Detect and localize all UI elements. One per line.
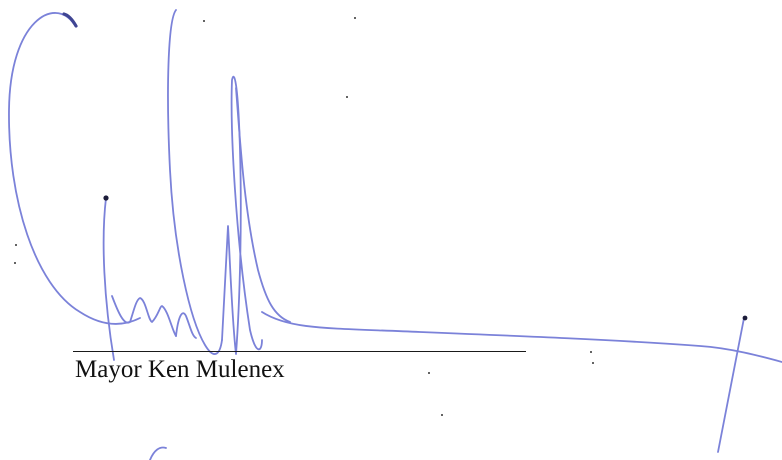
signature-stroke-blot — [62, 12, 78, 28]
scan-speck — [203, 20, 205, 22]
scan-speck — [590, 351, 592, 353]
signature-stroke-loop — [8, 12, 141, 325]
scan-speck — [346, 96, 348, 98]
scan-speck — [592, 362, 594, 364]
signature-stroke-flourish — [261, 311, 782, 363]
signature-stroke-n — [175, 312, 197, 339]
signature-stroke-en — [102, 197, 177, 361]
signature-stroke-m-peak — [235, 87, 291, 323]
scan-speck — [354, 17, 356, 19]
scan-speck — [15, 244, 17, 246]
signature-stroke-cross — [717, 317, 745, 453]
signature-stroke-m — [221, 75, 263, 355]
scan-speck — [441, 414, 443, 416]
signatory-name: Mayor Ken Mulenex — [75, 356, 285, 383]
scan-speck — [14, 262, 16, 264]
scan-speck — [428, 372, 430, 374]
signature-stroke-hook — [149, 446, 167, 460]
signature-line — [73, 351, 526, 352]
signature-stroke-tall — [167, 9, 223, 355]
